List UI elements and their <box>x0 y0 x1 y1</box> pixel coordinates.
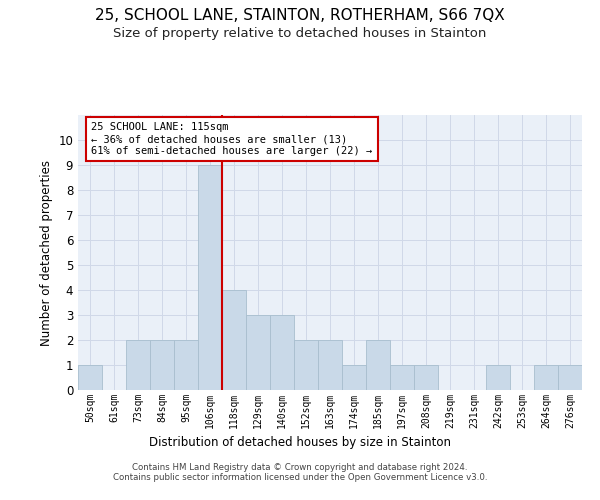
Bar <box>198 165 222 390</box>
Bar <box>534 365 558 390</box>
Bar <box>294 340 318 390</box>
Bar <box>366 340 390 390</box>
Bar <box>246 315 270 390</box>
Bar <box>390 365 414 390</box>
Text: 25 SCHOOL LANE: 115sqm
← 36% of detached houses are smaller (13)
61% of semi-det: 25 SCHOOL LANE: 115sqm ← 36% of detached… <box>91 122 373 156</box>
Text: Contains HM Land Registry data © Crown copyright and database right 2024.
Contai: Contains HM Land Registry data © Crown c… <box>113 463 487 482</box>
Y-axis label: Number of detached properties: Number of detached properties <box>40 160 53 346</box>
Text: Distribution of detached houses by size in Stainton: Distribution of detached houses by size … <box>149 436 451 449</box>
Bar <box>414 365 438 390</box>
Bar <box>318 340 342 390</box>
Text: Size of property relative to detached houses in Stainton: Size of property relative to detached ho… <box>113 28 487 40</box>
Bar <box>342 365 366 390</box>
Bar <box>78 365 102 390</box>
Bar <box>558 365 582 390</box>
Bar <box>486 365 510 390</box>
Bar <box>126 340 150 390</box>
Bar <box>174 340 198 390</box>
Text: 25, SCHOOL LANE, STAINTON, ROTHERHAM, S66 7QX: 25, SCHOOL LANE, STAINTON, ROTHERHAM, S6… <box>95 8 505 22</box>
Bar <box>222 290 246 390</box>
Bar <box>270 315 294 390</box>
Bar <box>150 340 174 390</box>
